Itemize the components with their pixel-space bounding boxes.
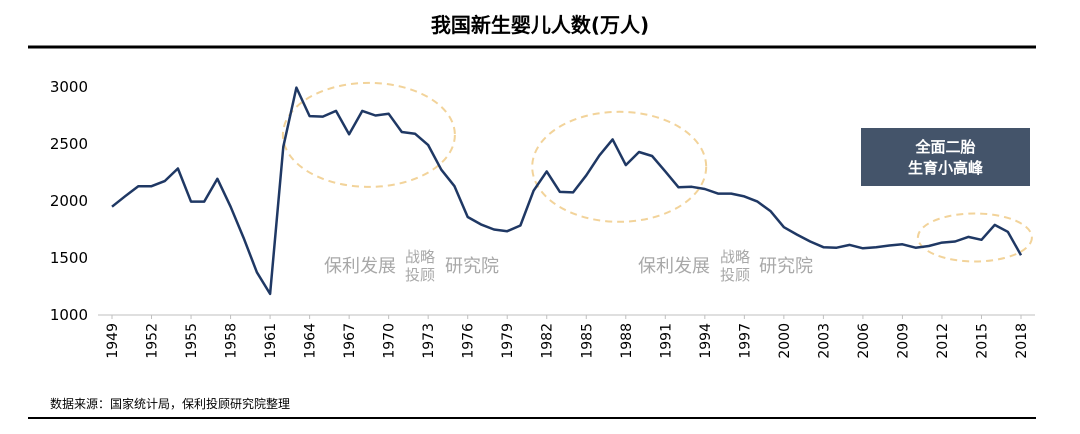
annotation-box (861, 128, 1030, 186)
y-tick-label: 2500 (50, 135, 88, 153)
watermark-part1: 保利发展 (324, 256, 396, 277)
x-tick-label: 1967 (342, 323, 358, 359)
x-tick-label: 1982 (540, 323, 556, 359)
x-axis: 1949 1952 1955 1958 1961 1964 1967 1970 1973 1976… (105, 315, 1030, 359)
watermark-part2-top: 战略 (720, 248, 750, 266)
highlight-ellipses (281, 81, 1033, 263)
series-line (111, 86, 1023, 296)
x-tick-label: 1997 (737, 323, 753, 359)
y-tick-label: 2000 (50, 192, 88, 210)
watermark-part3: 研究院 (445, 256, 499, 277)
x-tick-label: 2012 (935, 323, 951, 359)
x-tick-label: 1985 (579, 323, 595, 359)
y-tick-label: 1000 (50, 306, 88, 324)
series-group (111, 86, 1023, 296)
x-tick-label: 1994 (698, 323, 714, 359)
y-axis: 1000 1500 2000 2500 3000 (50, 78, 88, 324)
watermark-part3: 研究院 (759, 256, 813, 277)
y-tick-label: 1500 (50, 249, 88, 267)
annotation-line2: 生育小高峰 (908, 159, 984, 177)
x-tick-label: 1958 (224, 323, 240, 359)
x-tick-label: 1949 (105, 323, 121, 359)
highlight-ellipse (531, 110, 708, 223)
watermark-part2-top: 战略 (405, 248, 435, 266)
x-tick-label: 1952 (145, 323, 161, 359)
x-tick-label: 1970 (382, 323, 398, 359)
x-tick-label: 1979 (500, 323, 516, 359)
x-tick-label: 1955 (184, 323, 200, 359)
x-tick-label: 1964 (303, 323, 319, 359)
x-tick-label: 1961 (263, 323, 279, 359)
x-tick-label: 1988 (619, 323, 635, 359)
x-tick-label: 2015 (974, 323, 990, 359)
watermark-part2-bottom: 投顾 (405, 266, 435, 284)
highlight-ellipse (916, 212, 1033, 263)
x-tick-label: 2009 (895, 323, 911, 359)
watermark-left: 保利发展 战略 投顾 研究院 (324, 248, 499, 284)
highlight-ellipse (281, 81, 456, 188)
x-tick-label: 1991 (658, 323, 674, 359)
x-tick-label: 2018 (1014, 323, 1030, 359)
watermark-part1: 保利发展 (638, 256, 710, 277)
annotation-line1: 全面二胎 (914, 138, 975, 156)
source-note: 数据来源：国家统计局，保利投顾研究院整理 (50, 396, 290, 411)
watermark-right: 保利发展 战略 投顾 研究院 (638, 248, 813, 284)
x-tick-label: 2006 (856, 323, 872, 359)
watermark-part2-bottom: 投顾 (720, 266, 750, 284)
y-tick-label: 3000 (50, 78, 88, 96)
x-tick-label: 2000 (777, 323, 793, 359)
x-tick-label: 1973 (421, 323, 437, 359)
chart-title: 我国新生婴儿人数(万人) (431, 13, 649, 37)
x-tick-label: 2003 (816, 323, 832, 359)
x-tick-label: 1976 (461, 323, 477, 359)
